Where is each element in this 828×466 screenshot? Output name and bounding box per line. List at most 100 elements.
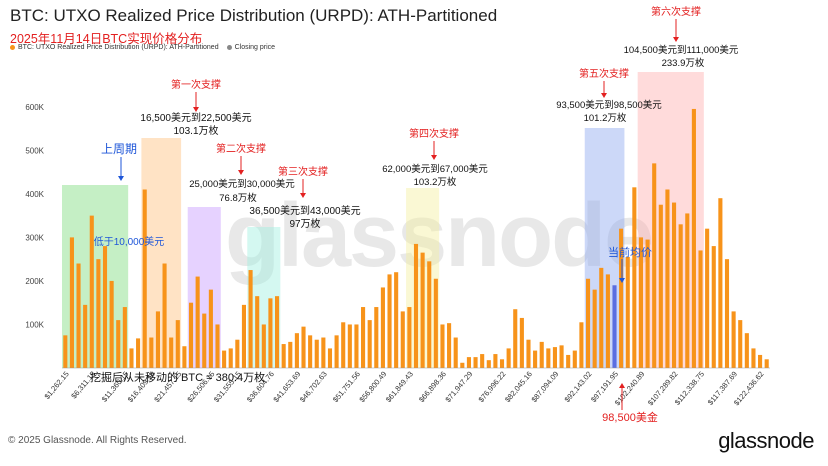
bar: [427, 261, 432, 368]
brand-logo: glassnode: [718, 428, 814, 453]
bar: [493, 354, 498, 368]
arrow-down-icon: [431, 155, 437, 160]
bar: [724, 259, 730, 368]
legend-item-closing[interactable]: Closing price: [226, 44, 276, 51]
bar: [83, 304, 88, 368]
bar: [248, 270, 253, 368]
bar: [705, 228, 710, 368]
annotation-label: 103.1万枚: [173, 124, 218, 137]
bar: [394, 272, 399, 368]
bar: [758, 354, 763, 368]
x-tick-label: $46,702.63: [298, 370, 329, 405]
bar: [235, 339, 240, 368]
bar: [142, 189, 147, 368]
x-tick-label: $1,262.15: [42, 370, 70, 401]
bar: [327, 348, 333, 368]
bar: [96, 259, 101, 368]
bar: [546, 348, 551, 368]
bar: [486, 360, 491, 368]
bar: [361, 307, 366, 368]
bar: [69, 237, 74, 368]
bar: [612, 285, 617, 368]
bar: [301, 326, 306, 368]
bar: [195, 276, 200, 368]
annotation-label: 当前均价: [608, 245, 652, 259]
y-tick-label: 500K: [25, 146, 44, 155]
bar: [645, 239, 650, 368]
arrow-down-icon: [673, 37, 679, 42]
annotation-label: 上周期: [101, 142, 137, 156]
bar: [480, 354, 485, 368]
bar: [473, 357, 478, 368]
bar: [738, 320, 743, 368]
bar: [559, 345, 564, 368]
highlight-region: [584, 128, 625, 368]
bar: [294, 333, 299, 368]
annotation-label: 第五次支撑: [579, 67, 629, 80]
arrow-down-icon: [238, 170, 244, 175]
bar: [274, 296, 280, 368]
bar: [625, 256, 630, 368]
bar: [466, 357, 471, 368]
bar: [539, 341, 544, 368]
x-tick-label: $87,094.09: [529, 370, 560, 405]
legend-dot-icon: [226, 44, 232, 50]
annotation-label: 233.9万枚: [662, 57, 705, 69]
y-tick-label: 200K: [25, 277, 44, 286]
bar: [460, 362, 465, 368]
bar: [698, 250, 703, 368]
legend-dot-icon: [10, 44, 15, 50]
copyright: © 2025 Glassnode. All Rights Reserved.: [8, 435, 187, 446]
bar: [572, 350, 577, 368]
bar: [658, 204, 663, 368]
bar: [672, 202, 677, 368]
bar: [380, 287, 385, 368]
bar: [440, 324, 445, 368]
annotation-label: 98,500美金: [602, 410, 658, 424]
bar: [308, 335, 313, 368]
annotation-label: 低于10,000美元: [94, 235, 165, 248]
annotation-label: 62,000美元到67,000美元: [382, 163, 488, 175]
bar: [149, 337, 154, 368]
bar: [599, 267, 604, 368]
bar: [638, 237, 644, 368]
x-tick-label: $61,849.43: [384, 370, 415, 405]
bar: [255, 296, 260, 368]
bar: [116, 320, 121, 368]
bar: [122, 307, 127, 368]
bar: [526, 339, 531, 368]
highlight-region: [141, 138, 182, 368]
bar: [592, 289, 597, 368]
bar: [268, 298, 273, 368]
y-tick-label: 600K: [25, 103, 44, 112]
legend-label: Closing price: [234, 44, 276, 51]
bar: [314, 339, 319, 368]
annotation-label: 97万枚: [289, 217, 320, 230]
bar: [519, 317, 524, 368]
bar: [374, 307, 379, 368]
bar: [334, 335, 339, 368]
bar: [162, 263, 167, 368]
bar: [619, 228, 624, 368]
bar: [513, 309, 518, 368]
bar: [691, 108, 696, 368]
annotation-label: 25,000美元到30,000美元: [189, 178, 295, 190]
bar: [175, 320, 180, 368]
bar: [731, 311, 736, 368]
bar: [261, 324, 266, 368]
arrow-down-icon: [601, 93, 607, 98]
bar: [102, 246, 108, 368]
bar: [354, 324, 359, 368]
bar: [413, 243, 419, 368]
bar: [433, 278, 438, 368]
arrow-down-icon: [619, 278, 625, 283]
arrow-down-icon: [193, 107, 199, 112]
annotation-label: 103.2万枚: [414, 176, 457, 188]
bar: [579, 322, 584, 368]
bar: [215, 324, 220, 368]
bar: [566, 354, 571, 368]
bar: [499, 359, 505, 368]
bar: [751, 348, 756, 368]
legend-item-urpd[interactable]: BTC: UTXO Realized Price Distribution (U…: [10, 44, 219, 51]
